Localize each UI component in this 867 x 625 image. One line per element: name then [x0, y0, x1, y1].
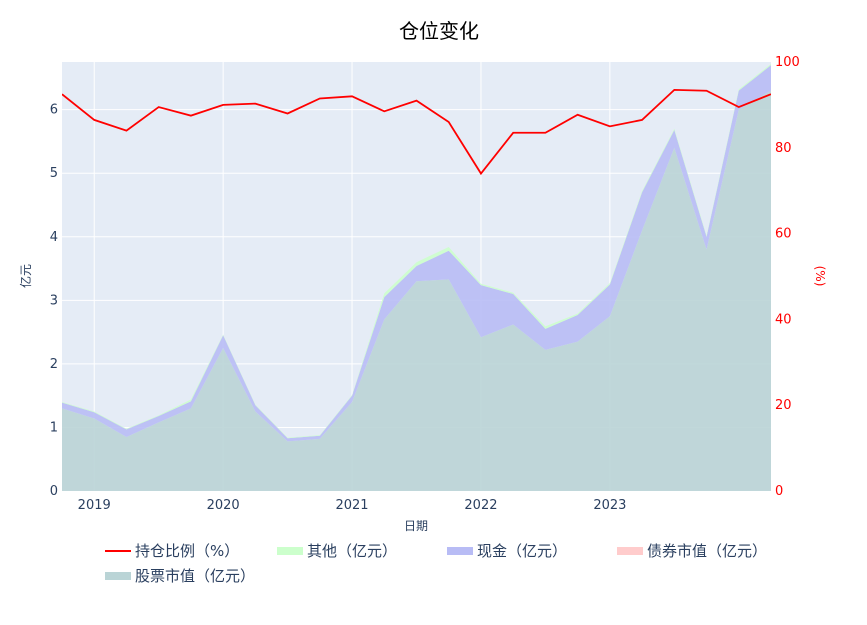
y2-tick-label: 60	[775, 227, 792, 242]
y-axis-label: 亿元	[18, 264, 33, 288]
legend-swatch	[617, 547, 643, 555]
x-tick-label: 2020	[207, 498, 240, 513]
legend-swatch	[277, 547, 303, 555]
x-tick-label: 2022	[464, 498, 497, 513]
legend-label: 债券市值（亿元）	[647, 542, 767, 560]
y-tick-label: 1	[50, 420, 58, 435]
legend-swatch	[105, 572, 131, 580]
y-axis-left-ticks: 0 1 2 3 4 5 6	[50, 103, 58, 499]
y-tick-label: 3	[50, 293, 58, 308]
legend-swatch	[447, 547, 473, 555]
legend-item[interactable]: 现金（亿元）	[447, 542, 567, 560]
legend-label: 现金（亿元）	[477, 542, 567, 560]
legend-label: 其他（亿元）	[307, 542, 397, 560]
y2-tick-label: 80	[775, 141, 792, 156]
y-tick-label: 5	[50, 166, 58, 181]
y-axis-right-ticks: 0 20 40 60 80 100	[775, 55, 800, 499]
area-series	[62, 63, 771, 491]
x-tick-label: 2019	[78, 498, 111, 513]
x-axis-label: 日期	[404, 519, 428, 533]
legend-item[interactable]: 持仓比例（%）	[105, 542, 239, 560]
legend-label: 持仓比例（%）	[135, 542, 239, 560]
y-tick-label: 6	[50, 103, 58, 118]
y-tick-label: 4	[50, 230, 58, 245]
y2-axis-label: (%)	[813, 266, 827, 287]
y2-tick-label: 0	[775, 484, 783, 499]
legend: 持仓比例（%） 其他（亿元） 现金（亿元） 债券市值（亿元） 股票市值（亿元）	[105, 542, 767, 585]
y2-tick-label: 100	[775, 55, 800, 70]
y-tick-label: 0	[50, 484, 58, 499]
legend-item[interactable]: 债券市值（亿元）	[617, 542, 767, 560]
area-现金（亿元）	[62, 65, 771, 442]
y2-tick-label: 20	[775, 398, 792, 413]
legend-label: 股票市值（亿元）	[135, 567, 255, 585]
legend-item[interactable]: 股票市值（亿元）	[105, 567, 255, 585]
x-axis-ticks: 2019 2020 2021 2022 2023	[78, 498, 627, 513]
legend-item[interactable]: 其他（亿元）	[277, 542, 397, 560]
line-持仓比例（%）	[62, 88, 771, 176]
y-tick-label: 2	[50, 357, 58, 372]
y2-tick-label: 40	[775, 312, 792, 327]
x-tick-label: 2021	[335, 498, 368, 513]
line-series	[62, 88, 771, 176]
chart-title: 仓位变化	[399, 19, 479, 43]
area-股票市值（亿元）	[62, 90, 771, 491]
x-tick-label: 2023	[593, 498, 626, 513]
